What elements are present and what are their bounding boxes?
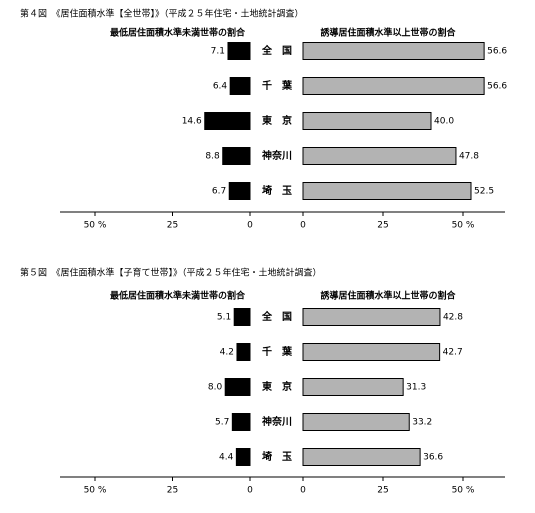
bar bbox=[224, 378, 251, 396]
x-tick-label: 0 bbox=[247, 221, 253, 231]
data-label: 6.7 bbox=[212, 187, 226, 197]
bar bbox=[302, 413, 410, 431]
x-tick-label: 50 % bbox=[84, 221, 107, 231]
bar bbox=[233, 308, 251, 326]
category-label: 全 国 bbox=[261, 44, 292, 57]
legend-label: 誘導居住面積水準以上世帯の割合 bbox=[320, 27, 456, 39]
category-label: 全 国 bbox=[261, 310, 292, 323]
data-label: 42.7 bbox=[443, 348, 463, 358]
bar bbox=[302, 147, 457, 165]
data-label: 5.1 bbox=[217, 313, 231, 323]
bar bbox=[302, 42, 485, 60]
x-tick-label: 0 bbox=[300, 486, 306, 496]
data-label: 31.3 bbox=[406, 383, 426, 393]
bar bbox=[222, 147, 251, 165]
x-tick-label: 0 bbox=[247, 486, 253, 496]
x-tick-label: 25 bbox=[377, 486, 388, 496]
x-tick-label: 0 bbox=[300, 221, 306, 231]
x-tick-label: 25 bbox=[167, 486, 178, 496]
bar bbox=[302, 77, 485, 95]
data-label: 52.5 bbox=[474, 187, 494, 197]
bar bbox=[227, 42, 251, 60]
data-label: 14.6 bbox=[182, 117, 202, 127]
bar bbox=[228, 182, 251, 200]
data-label: 56.6 bbox=[487, 82, 507, 92]
data-label: 4.4 bbox=[219, 453, 234, 463]
category-label: 東 京 bbox=[262, 114, 292, 127]
data-label: 8.8 bbox=[205, 152, 220, 162]
bar bbox=[236, 343, 251, 361]
bar bbox=[302, 448, 421, 466]
category-label: 埼 玉 bbox=[262, 450, 292, 463]
chart-title: 第５図 《居住面積水準【子育て世帯】》（平成２５年住宅・土地統計調査） bbox=[20, 267, 322, 279]
category-label: 千 葉 bbox=[262, 345, 293, 358]
category-label: 神奈川 bbox=[262, 415, 292, 428]
data-label: 56.6 bbox=[487, 47, 507, 57]
category-label: 千 葉 bbox=[262, 79, 293, 92]
data-label: 42.8 bbox=[443, 313, 463, 323]
legend-label: 最低居住面積水準未満世帯の割合 bbox=[110, 290, 246, 302]
bar bbox=[235, 448, 251, 466]
category-label: 埼 玉 bbox=[262, 184, 292, 197]
bar bbox=[302, 112, 432, 130]
x-tick-label: 25 bbox=[167, 221, 178, 231]
data-label: 7.1 bbox=[211, 47, 225, 57]
bar bbox=[302, 308, 441, 326]
data-label: 40.0 bbox=[434, 117, 454, 127]
x-tick-label: 25 bbox=[377, 221, 388, 231]
data-label: 5.7 bbox=[215, 418, 229, 428]
legend-label: 最低居住面積水準未満世帯の割合 bbox=[110, 27, 246, 39]
x-tick-label: 50 % bbox=[452, 221, 475, 231]
chart-title: 第４図 《居住面積水準【全世帯】》（平成２５年住宅・土地統計調査） bbox=[20, 8, 304, 20]
bar bbox=[302, 182, 472, 200]
bar bbox=[204, 112, 251, 130]
bar bbox=[302, 378, 404, 396]
data-label: 33.2 bbox=[412, 418, 432, 428]
x-tick-label: 50 % bbox=[84, 486, 107, 496]
bar bbox=[229, 77, 251, 95]
bar bbox=[231, 413, 251, 431]
category-label: 神奈川 bbox=[262, 149, 292, 162]
x-tick-label: 50 % bbox=[452, 486, 475, 496]
data-label: 47.8 bbox=[459, 152, 479, 162]
data-label: 8.0 bbox=[208, 383, 223, 393]
bar bbox=[302, 343, 441, 361]
data-label: 4.2 bbox=[220, 348, 234, 358]
legend-label: 誘導居住面積水準以上世帯の割合 bbox=[320, 290, 456, 302]
data-label: 36.6 bbox=[423, 453, 443, 463]
data-label: 6.4 bbox=[213, 82, 228, 92]
category-label: 東 京 bbox=[262, 380, 292, 393]
